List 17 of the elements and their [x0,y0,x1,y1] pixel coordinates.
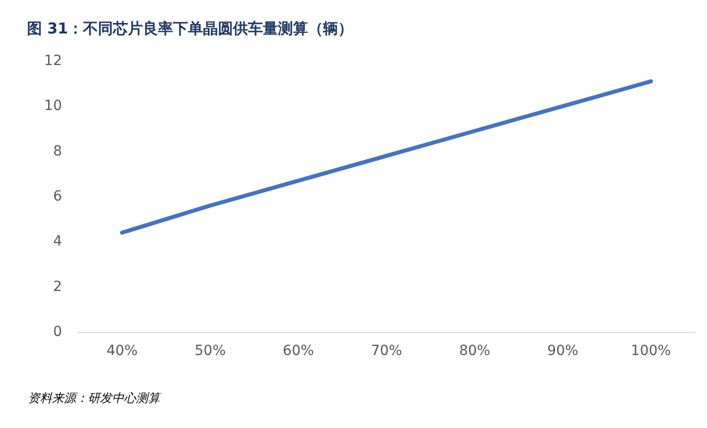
x-tick-label: 60% [282,343,314,359]
x-tick-label: 40% [106,343,138,359]
chart-title: 图 31：不同芯片良率下单晶圆供车量测算（辆） [27,20,354,38]
y-tick-label: 10 [44,98,62,114]
y-tick-label: 2 [53,278,62,295]
x-tick-label: 80% [459,343,490,359]
x-tick-label: 90% [547,343,578,359]
y-tick-label: 6 [53,188,62,204]
y-tick-label: 4 [53,234,62,250]
text: 资料来源：研发中心测算 [28,391,162,405]
y-tick-label: 0 [53,324,62,340]
x-tick-label: 50% [194,343,226,359]
line-series [120,79,653,235]
x-tick-label: 100% [630,343,671,359]
y-tick-label: 12 [44,53,62,69]
x-tick-label: 70% [370,343,402,359]
y-tick-label: 8 [53,143,62,160]
